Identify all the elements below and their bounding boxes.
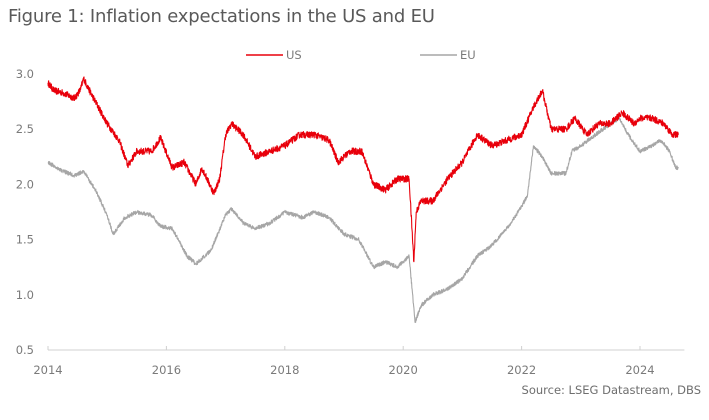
- x-tick-label: 2016: [152, 363, 181, 377]
- series-line-eu: [47, 116, 679, 324]
- legend-label-eu: EU: [460, 48, 476, 62]
- series-line-us: [47, 76, 679, 263]
- y-axis: 0.5 1.0 1.5 2.0 2.5 3.0: [16, 67, 34, 357]
- legend-label-us: US: [286, 48, 302, 62]
- x-tick-label: 2024: [625, 363, 654, 377]
- x-tick-label: 2020: [389, 363, 418, 377]
- x-axis: 2014 2016 2018 2020 2022 2024: [33, 346, 685, 377]
- y-tick-label: 2.5: [16, 122, 34, 136]
- y-tick-label: 2.0: [16, 177, 34, 191]
- legend: US EU: [246, 48, 476, 62]
- chart-title: Figure 1: Inflation expectations in the …: [8, 6, 435, 27]
- y-tick-label: 0.5: [16, 343, 34, 357]
- source-note: Source: LSEG Datastream, DBS: [521, 383, 701, 397]
- y-tick-label: 1.5: [16, 233, 34, 247]
- y-tick-label: 3.0: [16, 67, 34, 81]
- y-tick-label: 1.0: [16, 288, 34, 302]
- x-tick-label: 2018: [270, 363, 299, 377]
- x-tick-label: 2014: [33, 363, 62, 377]
- x-tick-label: 2022: [507, 363, 536, 377]
- series-layer: [47, 76, 679, 324]
